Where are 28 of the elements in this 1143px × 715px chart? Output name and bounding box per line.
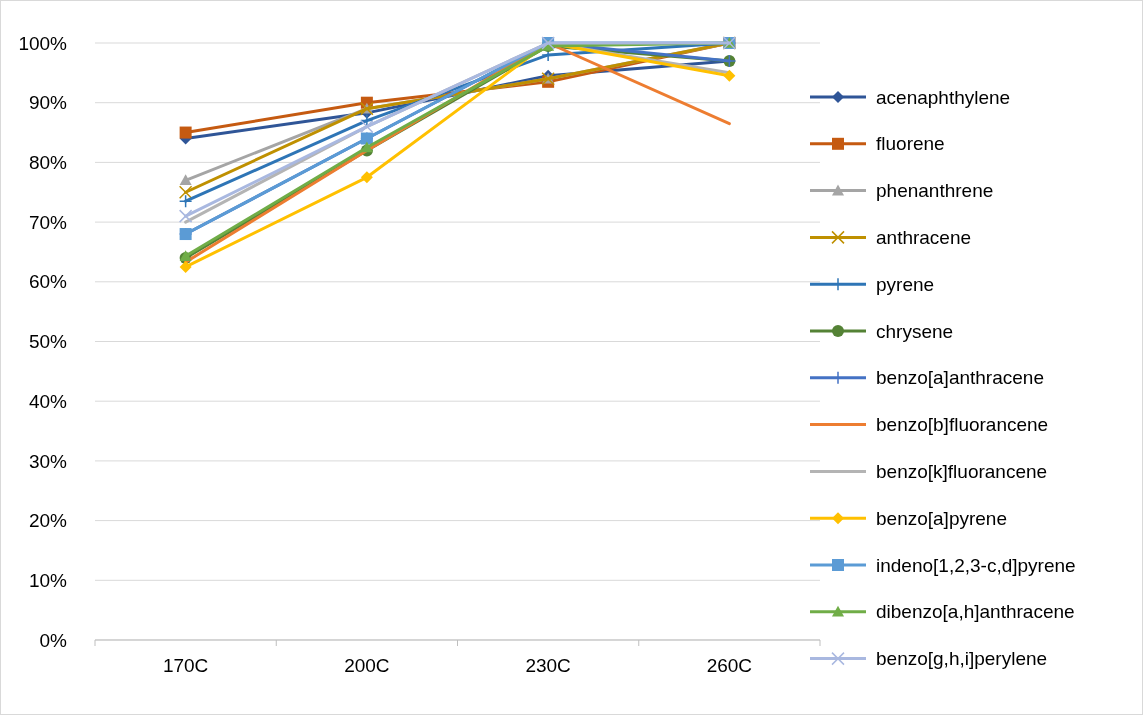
legend-label: anthracene (876, 227, 972, 249)
y-tick-label: 30% (28, 450, 68, 472)
x-tick-label: 170C (162, 655, 209, 676)
y-tick-label: 10% (28, 569, 68, 591)
x-tick-label: 200C (344, 655, 390, 676)
y-tick-label: 60% (28, 271, 68, 293)
legend-label: pyrene (876, 273, 935, 295)
legend-label: benzo[b]fluorancene (876, 414, 1049, 436)
y-tick-label: 0% (39, 629, 68, 651)
x-tick-label: 260C (706, 655, 753, 676)
y-tick-label: 40% (28, 390, 68, 412)
y-tick-label: 50% (28, 331, 68, 353)
y-tick-label: 90% (28, 92, 68, 114)
legend-label: chrysene (876, 320, 954, 342)
legend-label: benzo[g,h,i]perylene (876, 648, 1048, 670)
legend-label: benzo[a]anthracene (876, 367, 1044, 389)
legend-label: acenaphthylene (876, 86, 1011, 108)
y-tick-label: 80% (28, 152, 68, 174)
x-tick-label: 230C (525, 655, 571, 676)
legend-label: dibenzo[a,h]anthracene (876, 601, 1075, 623)
legend-label: indeno[1,2,3-c,d]pyrene (876, 554, 1076, 576)
y-tick-label: 100% (18, 32, 68, 54)
legend-label: fluorene (876, 133, 945, 155)
y-tick-label: 70% (28, 211, 68, 233)
legend-label: phenanthrene (876, 180, 994, 202)
y-tick-label: 20% (28, 510, 68, 532)
legend-label: benzo[k]fluorancene (876, 461, 1048, 483)
legend-label: benzo[a]pyrene (876, 507, 1007, 529)
